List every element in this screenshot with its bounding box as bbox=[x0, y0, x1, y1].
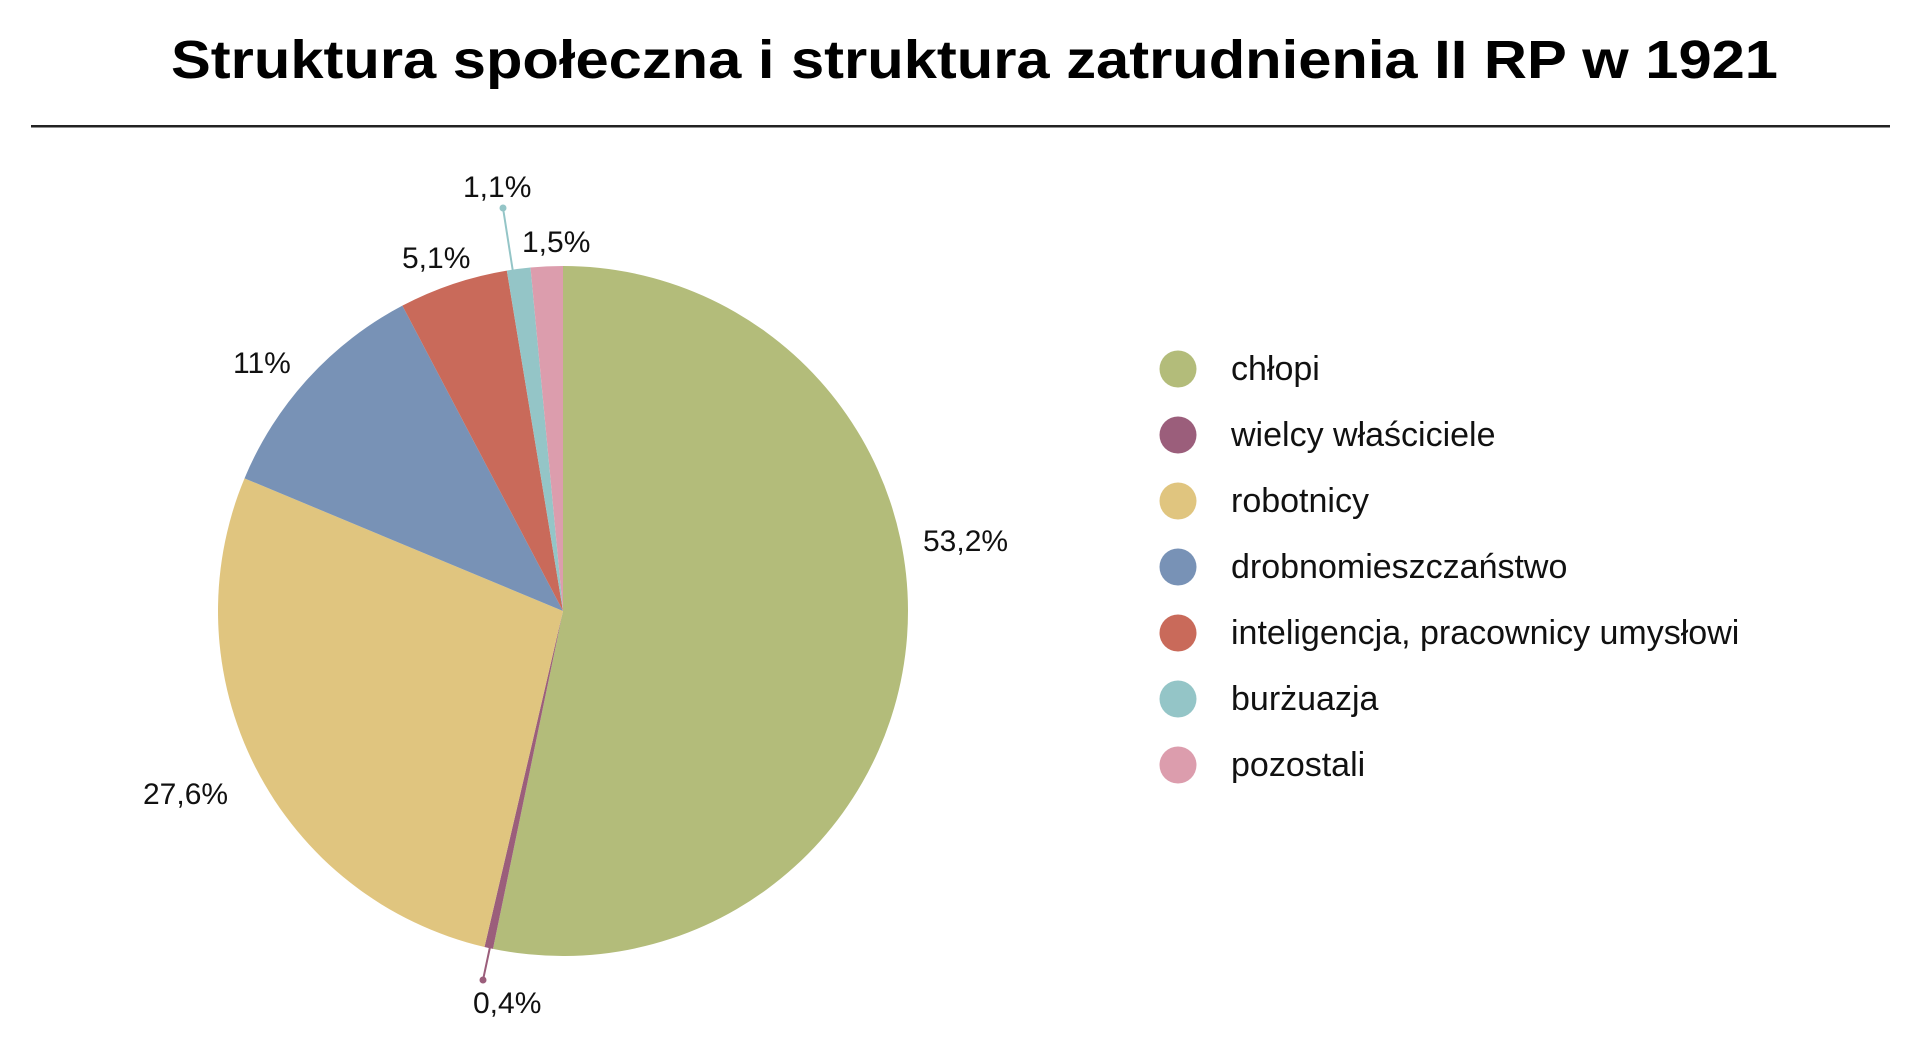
pie-slice-6 bbox=[530, 266, 563, 611]
pie-slice-4 bbox=[402, 270, 563, 611]
legend-swatch-icon bbox=[1159, 680, 1197, 718]
legend-item-burzuazja: burżuazja bbox=[1159, 680, 1379, 718]
legend-swatch-icon bbox=[1159, 614, 1197, 652]
legend-swatch-icon bbox=[1159, 746, 1197, 784]
legend-swatch-icon bbox=[1159, 416, 1197, 454]
legend-swatch-icon bbox=[1159, 482, 1197, 520]
label-pozostali: 1,5% bbox=[522, 226, 590, 259]
legend-label: pozostali bbox=[1231, 746, 1365, 784]
legend-item-robotnicy: robotnicy bbox=[1159, 482, 1369, 520]
title-divider bbox=[31, 125, 1890, 128]
legend-label: drobnomieszczaństwo bbox=[1231, 548, 1567, 586]
legend-label: robotnicy bbox=[1231, 482, 1369, 520]
leader-line-wielcy bbox=[482, 946, 491, 981]
legend-item-chlopi: chłopi bbox=[1159, 350, 1320, 388]
label-wielcy-wlasciciele: 0,4% bbox=[473, 987, 541, 1020]
leader-dot-wielcy bbox=[479, 976, 487, 984]
label-inteligencja: 5,1% bbox=[402, 242, 470, 275]
legend-item-wielcy-wlasciciele: wielcy właściciele bbox=[1159, 416, 1496, 454]
legend-label: chłopi bbox=[1231, 350, 1320, 388]
chart-title: Struktura społeczna i struktura zatrudni… bbox=[171, 30, 1778, 90]
legend: chłopi wielcy właściciele robotnicy drob… bbox=[1159, 350, 1739, 784]
label-drobnomieszczanstwo: 11% bbox=[233, 347, 291, 380]
legend-item-drobnomieszczanstwo: drobnomieszczaństwo bbox=[1159, 548, 1567, 586]
legend-label: inteligencja, pracownicy umysłowi bbox=[1231, 614, 1739, 652]
leader-dot-burzuazja bbox=[499, 204, 507, 212]
legend-item-inteligencja: inteligencja, pracownicy umysłowi bbox=[1159, 614, 1739, 652]
label-chlopi: 53,2% bbox=[923, 525, 1008, 558]
legend-label: wielcy właściciele bbox=[1230, 416, 1496, 454]
legend-item-pozostali: pozostali bbox=[1159, 746, 1365, 784]
legend-swatch-icon bbox=[1159, 548, 1197, 586]
pie-slice-2 bbox=[217, 478, 563, 947]
pie-slice-5 bbox=[506, 267, 563, 611]
pie-slice-0 bbox=[492, 266, 908, 956]
leader-line-burzuazja bbox=[502, 207, 514, 273]
legend-label: burżuazja bbox=[1231, 680, 1379, 718]
pie-slice-1 bbox=[484, 611, 563, 949]
label-robotnicy: 27,6% bbox=[143, 778, 228, 811]
pie-slices bbox=[217, 266, 908, 956]
label-burzuazja: 1,1% bbox=[463, 171, 531, 204]
pie-slice-3 bbox=[244, 305, 563, 611]
legend-swatch-icon bbox=[1159, 350, 1197, 388]
